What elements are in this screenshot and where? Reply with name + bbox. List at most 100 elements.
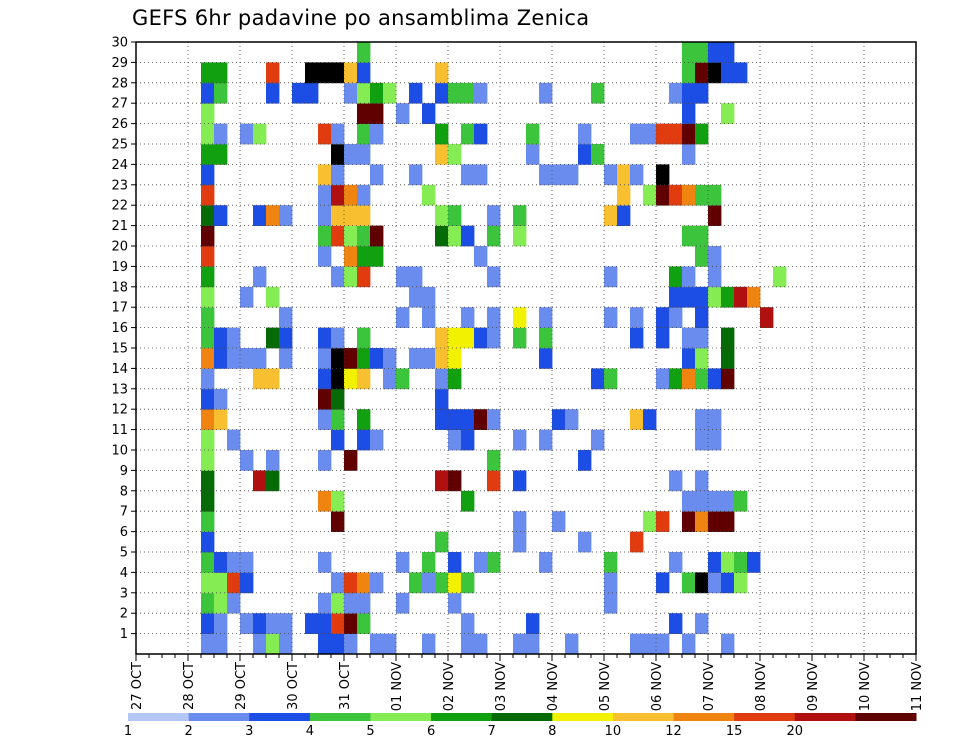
heatmap-cell: [565, 409, 579, 430]
colorbar-label: 4: [306, 724, 314, 739]
heatmap-cell: [331, 633, 345, 655]
heatmap-cell: [318, 368, 332, 390]
heatmap-cell: [513, 633, 527, 655]
heatmap-cell: [318, 552, 332, 573]
y-tick-label: 9: [120, 464, 128, 479]
heatmap-cell: [448, 82, 462, 104]
heatmap-cell: [240, 286, 254, 308]
heatmap-cell: [331, 184, 345, 206]
heatmap-cell: [422, 307, 436, 328]
heatmap-cell: [201, 266, 215, 288]
heatmap-cell: [708, 490, 722, 512]
heatmap-cell: [682, 184, 696, 206]
heatmap-cell: [487, 205, 501, 226]
heatmap-cell: [721, 286, 735, 308]
heatmap-cell: [773, 266, 787, 288]
heatmap-cell: [695, 286, 709, 308]
heatmap-cell: [604, 266, 618, 288]
heatmap-cell: [526, 613, 540, 634]
heatmap-cell: [318, 348, 332, 369]
heatmap-cell: [318, 388, 332, 410]
y-tick-label: 2: [120, 607, 128, 622]
heatmap-cell: [409, 286, 423, 308]
heatmap-cell: [357, 205, 371, 226]
heatmap-cell: [266, 633, 280, 655]
heatmap-cell: [279, 633, 293, 655]
heatmap-cell: [266, 470, 280, 492]
heatmap-cell: [357, 327, 371, 349]
heatmap-cell: [305, 62, 319, 84]
heatmap-cell: [266, 286, 280, 308]
heatmap-cell: [240, 552, 254, 573]
heatmap-cell: [682, 82, 696, 104]
x-tick-label: 07 NOV: [702, 662, 717, 711]
heatmap-cell: [539, 82, 553, 104]
colorbar-swatch: [794, 713, 856, 721]
heatmap-cell: [396, 307, 410, 328]
heatmap-cell: [734, 490, 748, 512]
colorbar-swatch: [552, 713, 614, 721]
heatmap-cell: [331, 327, 345, 349]
heatmap-cell: [565, 164, 579, 186]
heatmap-cell: [201, 286, 215, 308]
heatmap-cell: [539, 552, 553, 573]
heatmap-cell: [422, 184, 436, 206]
heatmap-cell: [422, 103, 436, 124]
x-tick-label: 09 NOV: [806, 662, 821, 711]
heatmap-cell: [630, 123, 644, 145]
heatmap-cell: [357, 368, 371, 390]
heatmap-cell: [747, 286, 761, 308]
heatmap-cell: [539, 348, 553, 369]
heatmap-cell: [344, 450, 358, 471]
heatmap-cell: [370, 633, 384, 655]
heatmap-cell: [721, 42, 735, 63]
heatmap-cell: [318, 409, 332, 430]
heatmap-cell: [578, 144, 592, 165]
heatmap-cell: [240, 450, 254, 471]
heatmap-cell: [422, 572, 436, 594]
x-tick-label: 31 OCT: [338, 662, 353, 710]
heatmap-cell: [331, 205, 345, 226]
heatmap-cell: [656, 572, 670, 594]
y-tick-label: 19: [111, 260, 128, 275]
heatmap-cell: [422, 633, 436, 655]
heatmap-cell: [396, 368, 410, 390]
x-tick-label: 29 OCT: [234, 662, 249, 710]
y-tick-label: 30: [111, 36, 128, 51]
heatmap-cell: [344, 348, 358, 369]
heatmap-cell: [370, 572, 384, 594]
y-tick-label: 22: [111, 199, 128, 214]
heatmap-cell: [318, 184, 332, 206]
colorbar-label: 12: [665, 724, 682, 739]
heatmap-cell: [630, 327, 644, 349]
heatmap-cell: [279, 613, 293, 634]
heatmap-cell: [422, 286, 436, 308]
heatmap-cell: [331, 266, 345, 288]
heatmap-cell: [227, 348, 241, 369]
heatmap-cell: [318, 613, 332, 634]
heatmap-cell: [682, 62, 696, 84]
heatmap-cell: [708, 205, 722, 226]
heatmap-cell: [552, 511, 566, 532]
heatmap-cell: [214, 62, 228, 84]
colorbar-swatch: [855, 713, 917, 721]
heatmap-cell: [435, 62, 449, 84]
chart-title: GEFS 6hr padavine po ansamblima Zenica: [132, 6, 590, 30]
heatmap-cell: [526, 144, 540, 165]
heatmap-cell: [539, 429, 553, 451]
heatmap-cell: [331, 348, 345, 369]
heatmap-cell: [435, 470, 449, 492]
heatmap-cell: [669, 266, 683, 288]
heatmap-cell: [331, 368, 345, 390]
heatmap-cell: [370, 103, 384, 124]
heatmap-cell: [461, 327, 475, 349]
colorbar-label: 7: [488, 724, 496, 739]
heatmap-cell: [513, 327, 527, 349]
colorbar-label: 3: [245, 724, 253, 739]
heatmap-cell: [474, 164, 488, 186]
heatmap-cell: [201, 348, 215, 369]
heatmap-cell: [474, 327, 488, 349]
heatmap-cell: [513, 225, 527, 247]
heatmap-cell: [552, 409, 566, 430]
heatmap-cell: [448, 348, 462, 369]
